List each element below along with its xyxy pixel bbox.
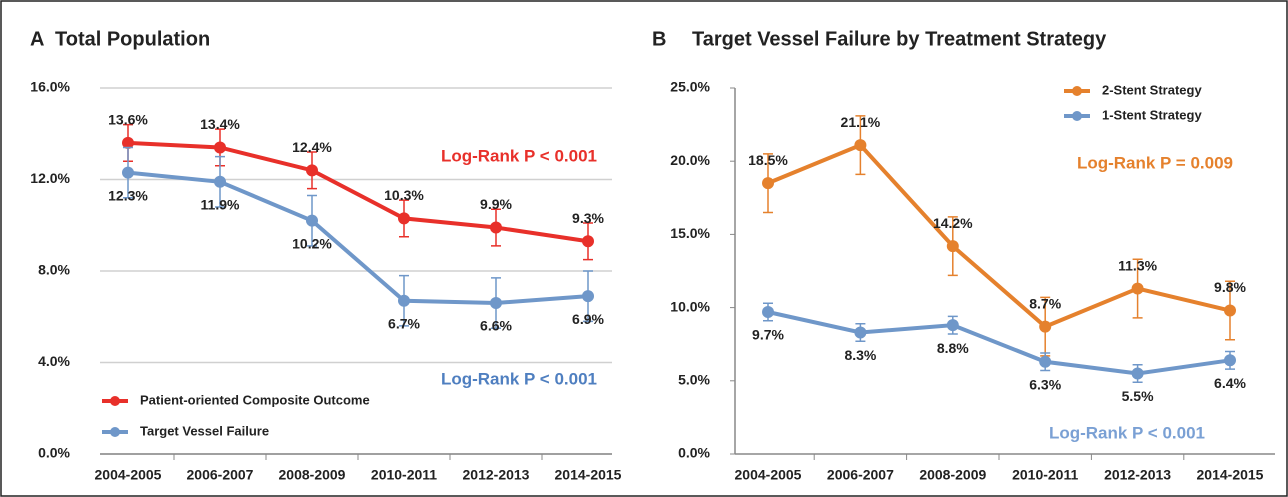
panel-label: A	[30, 28, 44, 50]
data-label: 18.5%	[748, 152, 788, 168]
y-tick-label: 16.0%	[30, 79, 70, 95]
point	[946, 240, 959, 253]
point	[1039, 320, 1052, 333]
data-label: 12.4%	[292, 139, 332, 155]
x-tick-label: 2012-2013	[1104, 467, 1171, 483]
x-tick-label: 2008-2009	[279, 467, 346, 483]
data-label: 14.2%	[933, 215, 973, 231]
point	[1131, 282, 1144, 295]
point	[854, 139, 867, 152]
data-label: 10.2%	[292, 235, 332, 251]
point	[1131, 367, 1144, 380]
line	[767, 310, 1231, 376]
point	[490, 297, 502, 310]
data-label: 21.1%	[841, 114, 881, 130]
annotation: Log-Rank P < 0.001	[441, 369, 597, 388]
annotation: Log-Rank P = 0.009	[1077, 153, 1233, 172]
point	[946, 319, 959, 332]
legend-label: 1-Stent Strategy	[1102, 107, 1202, 122]
x-tick-label: 2012-2013	[463, 467, 530, 483]
data-label: 6.3%	[1029, 376, 1061, 392]
line	[127, 140, 589, 244]
x-tick-label: 2006-2007	[187, 467, 254, 483]
y-tick-label: 0.0%	[678, 445, 710, 461]
data-label: 9.8%	[1214, 279, 1246, 295]
x-tick-label: 2014-2015	[1197, 467, 1264, 483]
point	[762, 177, 774, 190]
x-tick-label: 2010-2011	[371, 467, 437, 483]
point	[1224, 304, 1236, 317]
legend-label: 2-Stent Strategy	[1102, 82, 1202, 97]
data-label: 8.8%	[937, 340, 969, 356]
y-tick-label: 15.0%	[670, 225, 710, 241]
line	[127, 170, 589, 306]
data-label: 9.7%	[752, 327, 784, 343]
point	[306, 164, 318, 177]
annotation: Log-Rank P < 0.001	[441, 146, 597, 165]
y-tick-label: 12.0%	[30, 170, 70, 186]
data-label: 13.4%	[200, 116, 240, 132]
point	[122, 166, 134, 179]
data-label: 6.6%	[480, 318, 512, 334]
x-tick-label: 2006-2007	[827, 467, 894, 483]
point	[1039, 355, 1052, 368]
y-tick-label: 20.0%	[670, 152, 710, 168]
chart-title: Total Population	[55, 28, 210, 50]
data-label: 6.7%	[388, 315, 420, 331]
legend-marker	[110, 427, 120, 437]
data-label: 6.9%	[572, 311, 604, 327]
data-label: 13.6%	[108, 112, 148, 128]
point	[306, 214, 318, 227]
data-label: 12.3%	[108, 187, 148, 203]
point	[854, 326, 867, 339]
data-label: 10.3%	[384, 187, 424, 203]
data-label: 6.4%	[1214, 375, 1246, 391]
data-label: 11.3%	[1118, 257, 1157, 273]
legend-marker	[1072, 86, 1082, 96]
data-label: 9.9%	[480, 196, 512, 212]
legend-label: Target Vessel Failure	[140, 423, 269, 438]
data-label: 5.5%	[1122, 388, 1154, 404]
legend-label: Patient-oriented Composite Outcome	[140, 392, 370, 407]
data-label: 8.3%	[844, 347, 876, 363]
data-label: 11.9%	[201, 196, 240, 212]
y-tick-label: 5.0%	[678, 372, 710, 388]
point	[490, 221, 502, 234]
annotation: Log-Rank P < 0.001	[1049, 423, 1205, 442]
legend-marker	[110, 396, 120, 406]
point	[398, 212, 410, 225]
data-label: 8.7%	[1029, 295, 1061, 311]
x-tick-label: 2014-2015	[555, 467, 622, 483]
x-tick-label: 2004-2005	[95, 467, 162, 483]
y-tick-label: 25.0%	[670, 79, 710, 95]
data-label: 9.3%	[572, 210, 604, 226]
point	[582, 235, 594, 248]
chart-title: Target Vessel Failure by Treatment Strat…	[692, 28, 1107, 50]
point	[582, 290, 594, 303]
y-tick-label: 8.0%	[38, 262, 70, 278]
y-tick-label: 0.0%	[38, 445, 70, 461]
x-tick-label: 2008-2009	[919, 467, 986, 483]
point	[214, 175, 226, 188]
y-tick-label: 4.0%	[38, 353, 70, 369]
y-tick-label: 10.0%	[670, 298, 710, 314]
point	[762, 305, 774, 318]
point	[398, 294, 410, 307]
legend-marker	[1072, 111, 1082, 121]
point	[214, 141, 226, 154]
x-tick-label: 2004-2005	[735, 467, 802, 483]
panel-label: B	[652, 28, 666, 50]
point	[1224, 354, 1236, 367]
line	[767, 142, 1231, 329]
point	[122, 136, 134, 149]
x-tick-label: 2010-2011	[1012, 467, 1078, 483]
